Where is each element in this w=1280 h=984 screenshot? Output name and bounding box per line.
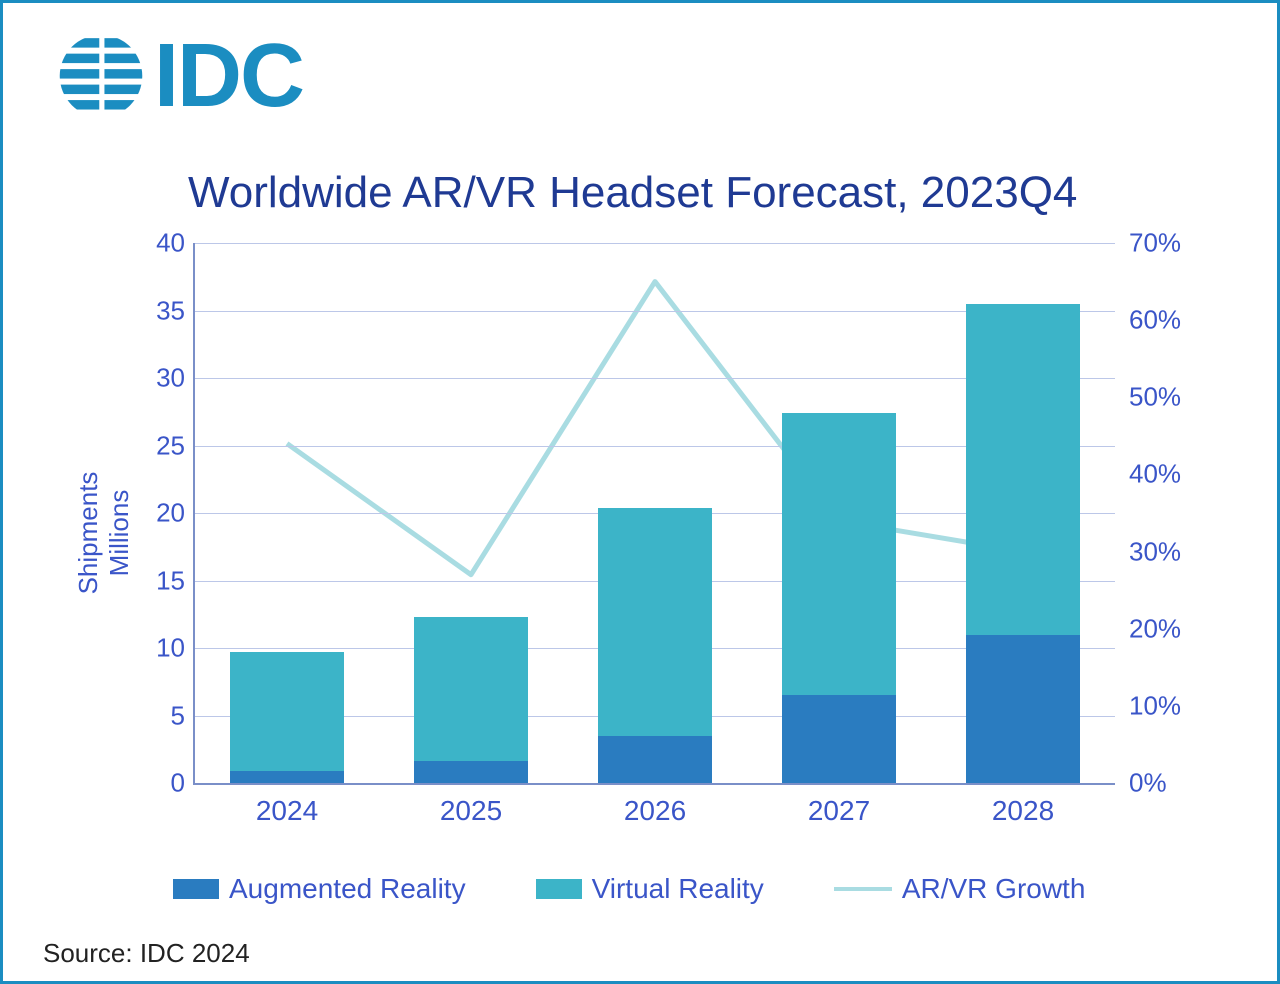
ytick-left: 15 [135, 565, 185, 596]
ytick-right: 40% [1129, 459, 1199, 490]
idc-logo-globe-icon [58, 33, 144, 119]
legend-item-vr: Virtual Reality [536, 873, 764, 905]
chart-title: Worldwide AR/VR Headset Forecast, 2023Q4 [188, 168, 1077, 218]
legend-swatch-ar [173, 879, 219, 899]
ytick-left: 5 [135, 700, 185, 731]
idc-logo-text: IDC [154, 31, 303, 121]
plot-area: 05101520253035400%10%20%30%40%50%60%70%2… [193, 243, 1115, 785]
ytick-left: 30 [135, 363, 185, 394]
legend-label-ar: Augmented Reality [229, 873, 466, 905]
ytick-left: 25 [135, 430, 185, 461]
ytick-right: 0% [1129, 768, 1199, 799]
ytick-right: 20% [1129, 613, 1199, 644]
ytick-right: 50% [1129, 382, 1199, 413]
ytick-left: 10 [135, 633, 185, 664]
legend-line-growth [834, 887, 892, 891]
bar-segment [782, 695, 896, 783]
legend-swatch-vr [536, 879, 582, 899]
ytick-right: 30% [1129, 536, 1199, 567]
bar-segment [414, 617, 528, 761]
ytick-right: 10% [1129, 690, 1199, 721]
bar-segment [782, 413, 896, 695]
ytick-right: 60% [1129, 305, 1199, 336]
legend: Augmented Reality Virtual Reality AR/VR … [173, 873, 1085, 905]
bar-segment [230, 771, 344, 783]
bar-segment [966, 635, 1080, 784]
ytick-right: 70% [1129, 228, 1199, 259]
legend-label-vr: Virtual Reality [592, 873, 764, 905]
legend-item-growth: AR/VR Growth [834, 873, 1086, 905]
legend-label-growth: AR/VR Growth [902, 873, 1086, 905]
bar-segment [598, 736, 712, 783]
xtick: 2025 [440, 795, 502, 827]
xtick: 2027 [808, 795, 870, 827]
ytick-left: 0 [135, 768, 185, 799]
bar-segment [598, 508, 712, 736]
xtick: 2026 [624, 795, 686, 827]
chart-area: Shipments Millions 05101520253035400%10%… [83, 243, 1213, 823]
legend-item-ar: Augmented Reality [173, 873, 466, 905]
ytick-left: 40 [135, 228, 185, 259]
bar-segment [230, 652, 344, 771]
idc-logo: IDC [58, 31, 303, 121]
source-text: Source: IDC 2024 [43, 938, 250, 969]
bar-segment [414, 761, 528, 783]
xtick: 2024 [256, 795, 318, 827]
gridline [195, 243, 1115, 244]
left-axis-title-line1: Shipments [73, 472, 103, 595]
xtick: 2028 [992, 795, 1054, 827]
ytick-left: 35 [135, 295, 185, 326]
left-axis-title: Shipments Millions [73, 472, 135, 595]
left-axis-title-line2: Millions [104, 490, 134, 577]
ytick-left: 20 [135, 498, 185, 529]
bar-segment [966, 304, 1080, 635]
chart-frame: IDC Worldwide AR/VR Headset Forecast, 20… [0, 0, 1280, 984]
